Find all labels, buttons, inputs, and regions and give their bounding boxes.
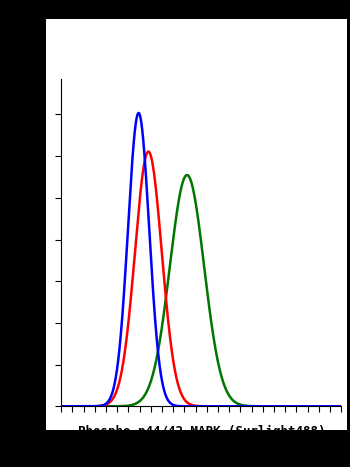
X-axis label: Phospho-p44/42 MAPK (Surlight488): Phospho-p44/42 MAPK (Surlight488) — [77, 425, 325, 438]
Y-axis label: Events: Events — [29, 220, 42, 265]
